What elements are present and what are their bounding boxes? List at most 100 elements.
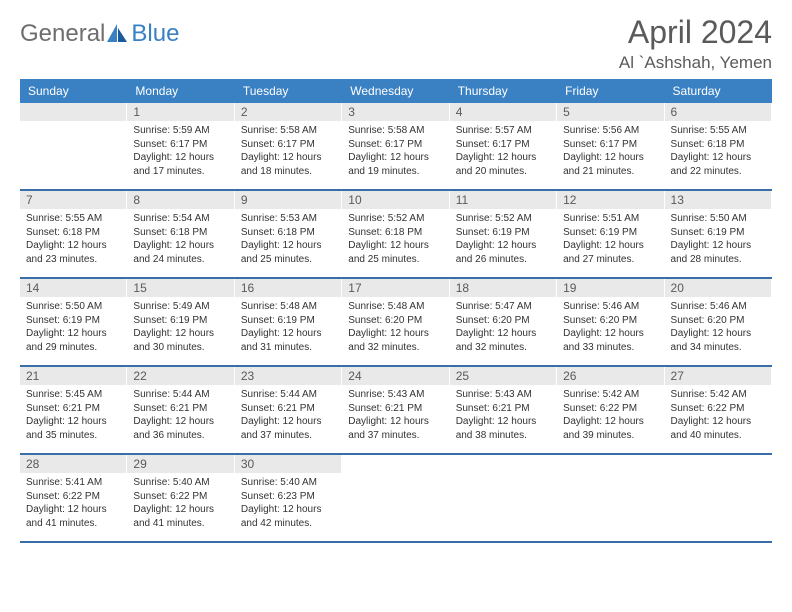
calendar-day-cell: 4Sunrise: 5:57 AMSunset: 6:17 PMDaylight… <box>450 103 557 190</box>
day-number: 16 <box>235 279 342 297</box>
calendar-day-cell <box>20 103 127 190</box>
day-content: Sunrise: 5:48 AMSunset: 6:20 PMDaylight:… <box>342 297 449 358</box>
day-content: Sunrise: 5:42 AMSunset: 6:22 PMDaylight:… <box>665 385 772 446</box>
calendar-day-cell: 28Sunrise: 5:41 AMSunset: 6:22 PMDayligh… <box>20 454 127 542</box>
calendar-day-cell: 16Sunrise: 5:48 AMSunset: 6:19 PMDayligh… <box>235 278 342 366</box>
day-content: Sunrise: 5:40 AMSunset: 6:23 PMDaylight:… <box>235 473 342 534</box>
day-content: Sunrise: 5:59 AMSunset: 6:17 PMDaylight:… <box>127 121 234 182</box>
calendar-week-row: 21Sunrise: 5:45 AMSunset: 6:21 PMDayligh… <box>20 366 772 454</box>
calendar-day-cell: 2Sunrise: 5:58 AMSunset: 6:17 PMDaylight… <box>235 103 342 190</box>
calendar-week-row: 1Sunrise: 5:59 AMSunset: 6:17 PMDaylight… <box>20 103 772 190</box>
day-number: 3 <box>342 103 449 121</box>
day-number: 13 <box>665 191 772 209</box>
calendar-day-cell: 26Sunrise: 5:42 AMSunset: 6:22 PMDayligh… <box>557 366 664 454</box>
day-number: 6 <box>665 103 772 121</box>
day-content: Sunrise: 5:41 AMSunset: 6:22 PMDaylight:… <box>20 473 127 534</box>
day-number: 20 <box>665 279 772 297</box>
logo-text-blue: Blue <box>131 20 179 48</box>
page-title: April 2024 <box>619 14 772 51</box>
calendar-day-cell: 10Sunrise: 5:52 AMSunset: 6:18 PMDayligh… <box>342 190 449 278</box>
calendar-day-cell: 15Sunrise: 5:49 AMSunset: 6:19 PMDayligh… <box>127 278 234 366</box>
day-content: Sunrise: 5:47 AMSunset: 6:20 PMDaylight:… <box>450 297 557 358</box>
day-number: 14 <box>20 279 127 297</box>
day-number: 24 <box>342 367 449 385</box>
day-number: 19 <box>557 279 664 297</box>
day-number: 15 <box>127 279 234 297</box>
calendar-day-cell: 23Sunrise: 5:44 AMSunset: 6:21 PMDayligh… <box>235 366 342 454</box>
day-number: 21 <box>20 367 127 385</box>
calendar-day-cell: 24Sunrise: 5:43 AMSunset: 6:21 PMDayligh… <box>342 366 449 454</box>
day-content: Sunrise: 5:44 AMSunset: 6:21 PMDaylight:… <box>127 385 234 446</box>
calendar-day-cell: 11Sunrise: 5:52 AMSunset: 6:19 PMDayligh… <box>450 190 557 278</box>
calendar-day-cell: 3Sunrise: 5:58 AMSunset: 6:17 PMDaylight… <box>342 103 449 190</box>
day-number: 8 <box>127 191 234 209</box>
day-content: Sunrise: 5:53 AMSunset: 6:18 PMDaylight:… <box>235 209 342 270</box>
calendar-day-cell: 30Sunrise: 5:40 AMSunset: 6:23 PMDayligh… <box>235 454 342 542</box>
calendar-day-cell: 17Sunrise: 5:48 AMSunset: 6:20 PMDayligh… <box>342 278 449 366</box>
day-content: Sunrise: 5:51 AMSunset: 6:19 PMDaylight:… <box>557 209 664 270</box>
day-content: Sunrise: 5:52 AMSunset: 6:18 PMDaylight:… <box>342 209 449 270</box>
calendar-day-cell: 22Sunrise: 5:44 AMSunset: 6:21 PMDayligh… <box>127 366 234 454</box>
logo-text-general: General <box>20 20 105 48</box>
day-number: 23 <box>235 367 342 385</box>
day-number: 26 <box>557 367 664 385</box>
calendar-week-row: 28Sunrise: 5:41 AMSunset: 6:22 PMDayligh… <box>20 454 772 542</box>
calendar-day-cell: 1Sunrise: 5:59 AMSunset: 6:17 PMDaylight… <box>127 103 234 190</box>
day-number: 18 <box>450 279 557 297</box>
calendar-day-cell: 9Sunrise: 5:53 AMSunset: 6:18 PMDaylight… <box>235 190 342 278</box>
calendar-week-row: 14Sunrise: 5:50 AMSunset: 6:19 PMDayligh… <box>20 278 772 366</box>
weekday-header: Thursday <box>450 79 557 103</box>
calendar-header-row: SundayMondayTuesdayWednesdayThursdayFrid… <box>20 79 772 103</box>
calendar-page: General Blue April 2024 Al `Ashshah, Yem… <box>0 0 792 557</box>
calendar-day-cell: 7Sunrise: 5:55 AMSunset: 6:18 PMDaylight… <box>20 190 127 278</box>
day-number: 11 <box>450 191 557 209</box>
calendar-body: 1Sunrise: 5:59 AMSunset: 6:17 PMDaylight… <box>20 103 772 542</box>
day-number: 30 <box>235 455 342 473</box>
calendar-day-cell: 19Sunrise: 5:46 AMSunset: 6:20 PMDayligh… <box>557 278 664 366</box>
day-number: 29 <box>127 455 234 473</box>
day-content: Sunrise: 5:55 AMSunset: 6:18 PMDaylight:… <box>20 209 127 270</box>
calendar-day-cell <box>557 454 664 542</box>
location-label: Al `Ashshah, Yemen <box>619 53 772 73</box>
calendar-day-cell: 25Sunrise: 5:43 AMSunset: 6:21 PMDayligh… <box>450 366 557 454</box>
calendar-day-cell <box>342 454 449 542</box>
calendar-day-cell: 8Sunrise: 5:54 AMSunset: 6:18 PMDaylight… <box>127 190 234 278</box>
day-content: Sunrise: 5:40 AMSunset: 6:22 PMDaylight:… <box>127 473 234 534</box>
day-number: 28 <box>20 455 127 473</box>
weekday-header: Monday <box>127 79 234 103</box>
calendar-day-cell <box>665 454 772 542</box>
day-content: Sunrise: 5:52 AMSunset: 6:19 PMDaylight:… <box>450 209 557 270</box>
header: General Blue April 2024 Al `Ashshah, Yem… <box>20 14 772 73</box>
day-number: 4 <box>450 103 557 121</box>
title-block: April 2024 Al `Ashshah, Yemen <box>619 14 772 73</box>
day-number: 22 <box>127 367 234 385</box>
day-number: 5 <box>557 103 664 121</box>
calendar-day-cell: 21Sunrise: 5:45 AMSunset: 6:21 PMDayligh… <box>20 366 127 454</box>
day-content: Sunrise: 5:54 AMSunset: 6:18 PMDaylight:… <box>127 209 234 270</box>
day-content: Sunrise: 5:48 AMSunset: 6:19 PMDaylight:… <box>235 297 342 358</box>
day-content: Sunrise: 5:45 AMSunset: 6:21 PMDaylight:… <box>20 385 127 446</box>
calendar-day-cell: 5Sunrise: 5:56 AMSunset: 6:17 PMDaylight… <box>557 103 664 190</box>
day-number: 25 <box>450 367 557 385</box>
day-content: Sunrise: 5:46 AMSunset: 6:20 PMDaylight:… <box>557 297 664 358</box>
day-content: Sunrise: 5:49 AMSunset: 6:19 PMDaylight:… <box>127 297 234 358</box>
day-number: 1 <box>127 103 234 121</box>
weekday-header: Saturday <box>665 79 772 103</box>
day-number: 17 <box>342 279 449 297</box>
day-content: Sunrise: 5:43 AMSunset: 6:21 PMDaylight:… <box>450 385 557 446</box>
day-content: Sunrise: 5:42 AMSunset: 6:22 PMDaylight:… <box>557 385 664 446</box>
day-content: Sunrise: 5:58 AMSunset: 6:17 PMDaylight:… <box>342 121 449 182</box>
day-number <box>20 103 127 121</box>
day-content: Sunrise: 5:58 AMSunset: 6:17 PMDaylight:… <box>235 121 342 182</box>
day-content: Sunrise: 5:43 AMSunset: 6:21 PMDaylight:… <box>342 385 449 446</box>
day-content: Sunrise: 5:46 AMSunset: 6:20 PMDaylight:… <box>665 297 772 358</box>
calendar-week-row: 7Sunrise: 5:55 AMSunset: 6:18 PMDaylight… <box>20 190 772 278</box>
weekday-header: Sunday <box>20 79 127 103</box>
logo: General Blue <box>20 14 179 48</box>
day-content: Sunrise: 5:55 AMSunset: 6:18 PMDaylight:… <box>665 121 772 182</box>
calendar-day-cell: 20Sunrise: 5:46 AMSunset: 6:20 PMDayligh… <box>665 278 772 366</box>
weekday-header: Wednesday <box>342 79 449 103</box>
day-number: 12 <box>557 191 664 209</box>
day-number: 27 <box>665 367 772 385</box>
calendar-day-cell: 18Sunrise: 5:47 AMSunset: 6:20 PMDayligh… <box>450 278 557 366</box>
